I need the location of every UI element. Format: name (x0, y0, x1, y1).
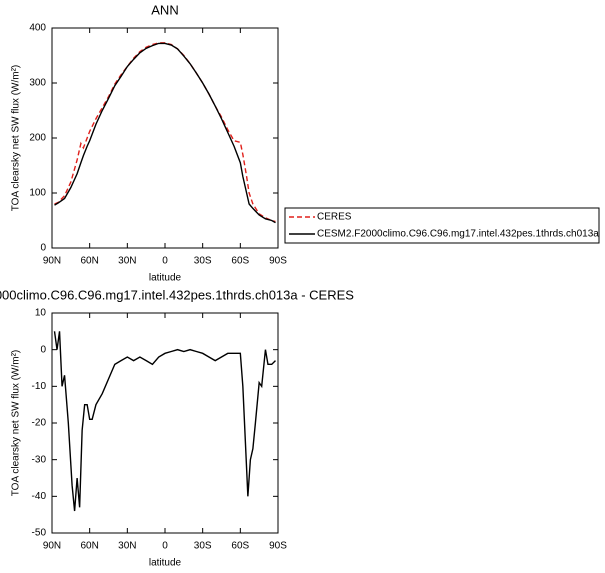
y-tick-label: 400 (29, 23, 46, 34)
y-tick-label: 300 (29, 78, 46, 89)
x-tick-label: 30N (118, 256, 136, 267)
x-tick-label: 30S (194, 256, 212, 267)
plot-frame (51, 27, 279, 249)
y-axis-label: TOA clearsky net SW flux (W/m²) (11, 65, 22, 212)
y-axis-label: TOA clearsky net SW flux (W/m²) (11, 350, 22, 497)
y-tick-label: -50 (32, 528, 47, 539)
chart-title: ANN (151, 2, 178, 17)
legend-label: CESM2.F2000climo.C96.C96.mg17.intel.432p… (317, 229, 599, 240)
y-tick-label: 0 (40, 344, 46, 355)
y-tick-label: -10 (32, 381, 47, 392)
y-tick-label: 200 (29, 133, 46, 144)
x-tick-label: 60S (231, 541, 249, 552)
x-tick-label: 0 (162, 256, 168, 267)
x-axis-label: latitude (149, 273, 182, 284)
chart-title: .F2000climo.C96.C96.mg17.intel.432pes.1t… (0, 287, 354, 302)
y-tick-label: 100 (29, 188, 46, 199)
x-tick-label: 90S (269, 541, 287, 552)
x-tick-label: 0 (162, 541, 168, 552)
y-tick-label: 10 (35, 308, 47, 319)
y-tick-label: -20 (32, 418, 47, 429)
x-tick-label: 60N (80, 541, 98, 552)
x-tick-label: 30S (194, 541, 212, 552)
x-tick-label: 90S (269, 256, 287, 267)
x-tick-label: 30N (118, 541, 136, 552)
x-axis-label: latitude (149, 558, 182, 569)
legend-box (284, 207, 600, 244)
series-line (53, 331, 276, 512)
x-tick-label: 90N (43, 541, 61, 552)
series-line (54, 42, 276, 223)
x-tick-label: 90N (43, 256, 61, 267)
series-line (54, 42, 276, 224)
y-tick-label: -40 (32, 491, 47, 502)
y-tick-label: -30 (32, 454, 47, 465)
y-tick-label: 0 (40, 243, 46, 254)
x-tick-label: 60S (231, 256, 249, 267)
x-tick-label: 60N (80, 256, 98, 267)
legend-label: CERES (317, 212, 352, 223)
